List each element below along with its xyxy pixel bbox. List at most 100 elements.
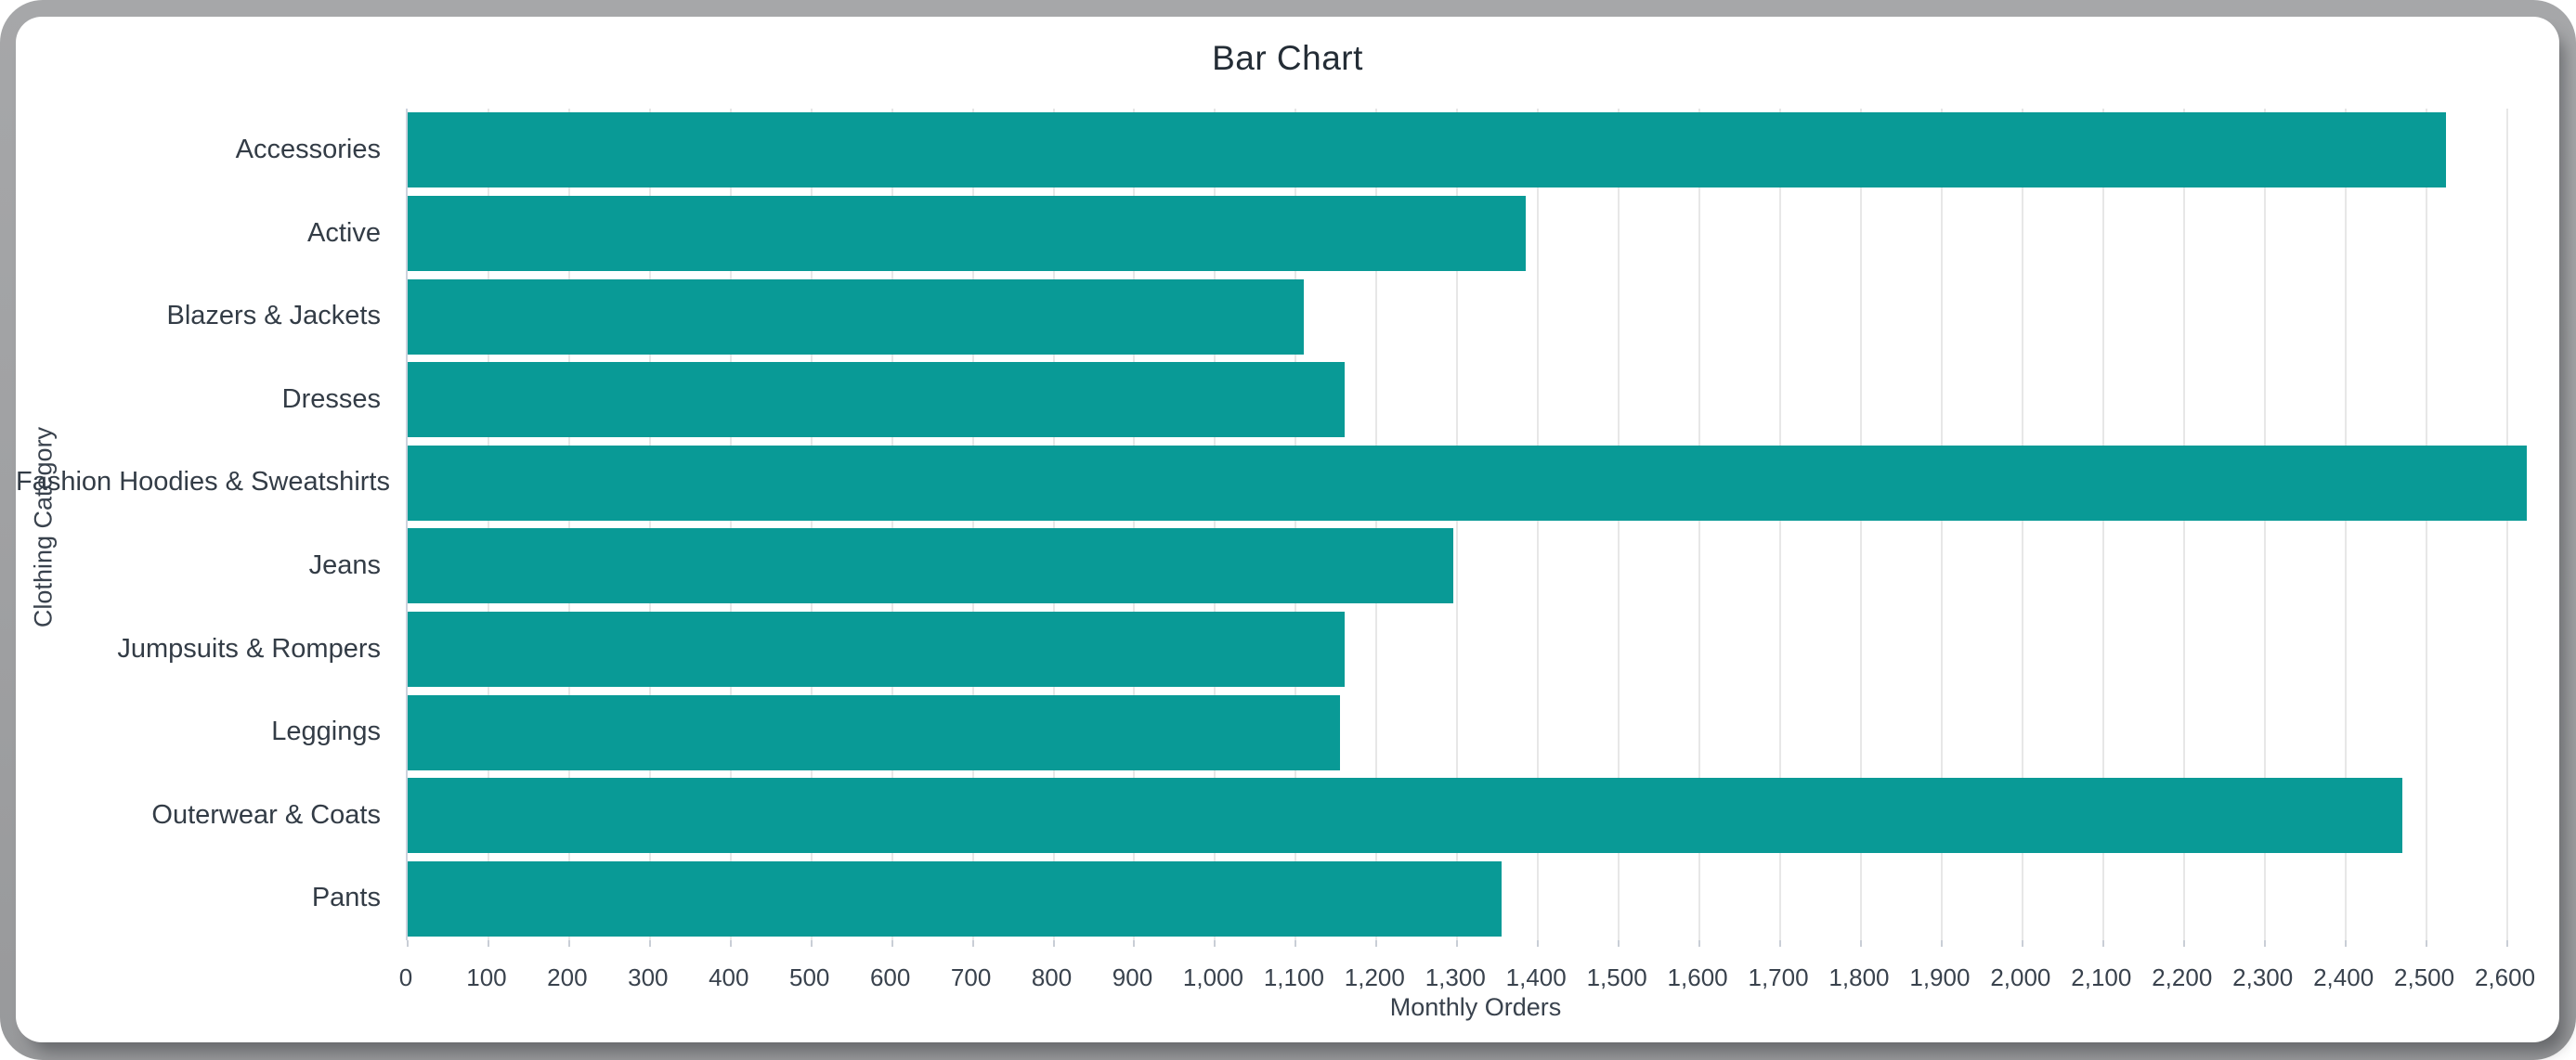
x-axis-tick: [2505, 940, 2508, 947]
x-axis-tick: [1375, 940, 1378, 947]
x-axis-tick: [648, 940, 651, 947]
x-axis-tick: [2344, 940, 2347, 947]
x-axis-tick: [2021, 940, 2023, 947]
gridline: [487, 109, 489, 940]
bar[interactable]: [408, 778, 2402, 854]
x-axis-tick: [1618, 940, 1620, 947]
x-axis-tick: [2182, 940, 2185, 947]
x-tick-label: 1,700: [1748, 963, 1809, 991]
x-tick-label: 600: [869, 963, 911, 991]
gridline: [891, 109, 893, 940]
x-axis-title: Monthly Orders: [1389, 993, 1562, 1021]
y-category-label: Blazers & Jackets: [166, 301, 381, 331]
gridline: [1779, 109, 1782, 940]
x-tick-label: 1,400: [1505, 963, 1567, 991]
gridline: [2263, 109, 2266, 940]
x-tick-label: 100: [466, 963, 507, 991]
x-axis-tick: [2101, 940, 2104, 947]
x-tick-labels: 0 100 200 300 400 500 600 700 800 900 1,000 1,100 1,…: [399, 963, 2545, 995]
x-axis-tick: [407, 940, 409, 947]
gridline: [1537, 109, 1540, 940]
x-axis-tick: [1133, 940, 1136, 947]
x-axis-tick: [1779, 940, 1782, 947]
gridline: [1375, 109, 1378, 940]
gridline: [2505, 109, 2508, 940]
gridline: [1052, 109, 1055, 940]
gridline: [1456, 109, 1459, 940]
x-axis-tick: [2263, 940, 2266, 947]
x-tick-label: 1,000: [1182, 963, 1243, 991]
x-axis-tick: [2425, 940, 2427, 947]
gridline: [810, 109, 813, 940]
x-axis-tick: [891, 940, 893, 947]
x-tick-label: 0: [398, 963, 413, 991]
y-category-label: Active: [307, 217, 381, 248]
x-tick-label: 2,400: [2313, 963, 2374, 991]
gridline: [1133, 109, 1136, 940]
bar[interactable]: [408, 278, 1305, 355]
plot-area: [406, 109, 2547, 947]
x-axis-tick: [1214, 940, 1216, 947]
x-tick-label: 1,800: [1828, 963, 1890, 991]
gridline: [2344, 109, 2347, 940]
bar[interactable]: [408, 445, 2528, 521]
chart-title: Bar Chart: [1212, 39, 1363, 77]
x-tick-label: 300: [628, 963, 669, 991]
x-tick-label: 2,000: [1990, 963, 2051, 991]
gridline: [1859, 109, 1862, 940]
gridline: [2182, 109, 2185, 940]
x-tick-label: 1,900: [1909, 963, 1971, 991]
x-axis-tick: [971, 940, 974, 947]
gridline: [2425, 109, 2427, 940]
x-tick-label: 800: [1031, 963, 1073, 991]
y-category-label: Accessories: [235, 135, 381, 164]
gridline: [971, 109, 974, 940]
x-tick-label: 1,500: [1586, 963, 1647, 991]
x-axis-tick: [810, 940, 813, 947]
x-tick-label: 900: [1112, 963, 1153, 991]
x-axis-tick: [1940, 940, 1943, 947]
x-axis-tick: [1295, 940, 1297, 947]
x-tick-label: 700: [950, 963, 992, 991]
y-category-label: Dresses: [281, 383, 381, 414]
bar[interactable]: [408, 611, 1345, 687]
x-axis-tick: [729, 940, 732, 947]
x-tick-label: 2,500: [2394, 963, 2455, 991]
y-axis-category-labels: Accessories Active Blazers & Jackets Dresse…: [16, 109, 390, 940]
gridline: [1618, 109, 1620, 940]
y-category-label: Fashion Hoodies & Sweatshirts: [16, 467, 390, 498]
x-tick-label: 500: [789, 963, 830, 991]
y-category-label: Pants: [311, 883, 381, 913]
x-tick-label: 1,300: [1425, 963, 1486, 991]
bar[interactable]: [408, 112, 2447, 188]
bar[interactable]: [408, 362, 1345, 438]
y-category-label: Jeans: [308, 550, 381, 580]
x-tick-label: 1,600: [1667, 963, 1728, 991]
bar[interactable]: [408, 528, 1453, 604]
gridline: [729, 109, 732, 940]
x-axis-tick: [567, 940, 570, 947]
gridline: [2101, 109, 2104, 940]
x-tick-label: 400: [709, 963, 749, 991]
y-category-label: Outerwear & Coats: [151, 799, 381, 830]
x-tick-label: 2,300: [2232, 963, 2294, 991]
x-axis-tick: [1537, 940, 1540, 947]
x-tick-label: 200: [547, 963, 588, 991]
y-category-label: Leggings: [271, 717, 381, 747]
x-axis-tick: [1859, 940, 1862, 947]
y-category-label: Jumpsuits & Rompers: [117, 633, 381, 664]
gridline: [2021, 109, 2023, 940]
gridline: [567, 109, 570, 940]
bar[interactable]: [408, 694, 1341, 770]
x-axis-tick: [1698, 940, 1701, 947]
bar[interactable]: [408, 860, 1503, 937]
bar[interactable]: [408, 195, 1527, 271]
x-tick-label: 2,200: [2152, 963, 2213, 991]
chart-card: Bar Chart Clothing Category Accessories A…: [16, 17, 2559, 1042]
x-tick-label: 1,100: [1263, 963, 1324, 991]
gridline: [648, 109, 651, 940]
gridline: [1295, 109, 1297, 940]
gridline: [1940, 109, 1943, 940]
x-tick-label: 2,100: [2071, 963, 2132, 991]
